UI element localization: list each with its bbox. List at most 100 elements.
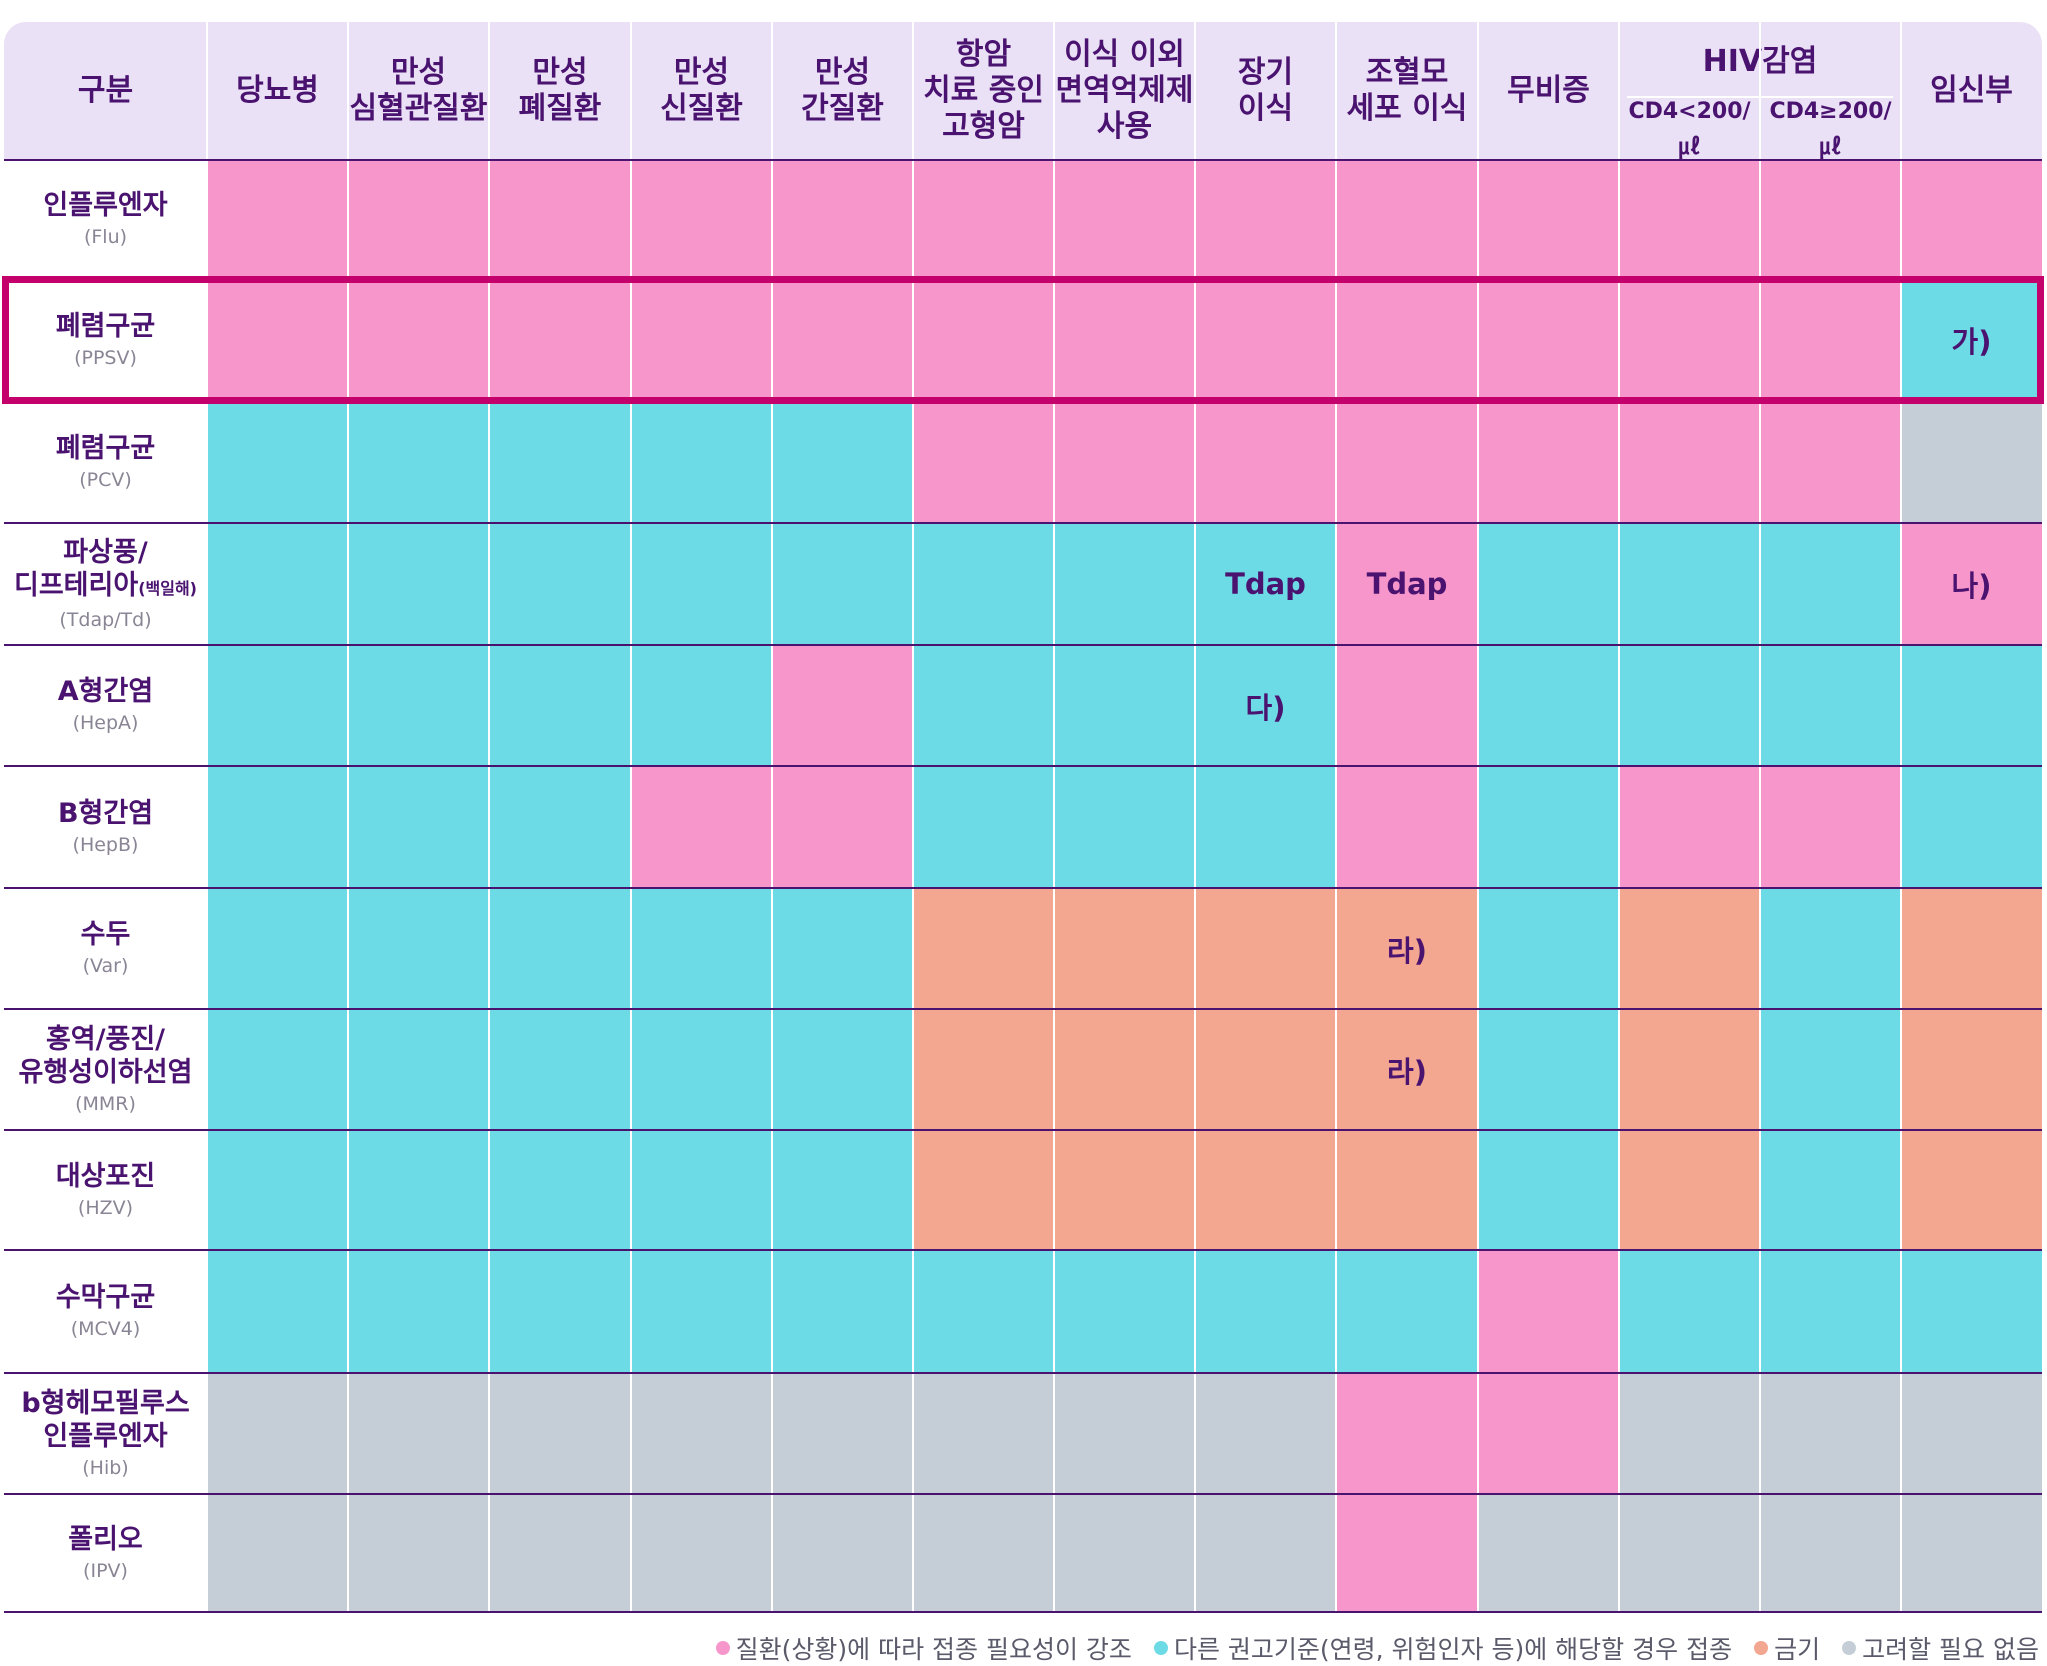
recommendation-cell [1619, 1494, 1760, 1612]
column-header: 만성 폐질환 [518, 55, 602, 126]
vaccine-abbreviation: (Tdap/Td) [59, 608, 152, 631]
recommendation-cell [207, 523, 348, 645]
row-label: A형간염 (HepA) [4, 645, 207, 766]
recommendation-cell [489, 160, 631, 279]
recommendation-cell [207, 1373, 348, 1494]
recommendation-cell [913, 401, 1054, 523]
recommendation-cell [348, 401, 489, 523]
legend-item: 질환(상황)에 따라 접종 필요성이 강조 [715, 1630, 1132, 1666]
recommendation-cell [1478, 279, 1619, 401]
column-header: 당뇨병 [236, 73, 319, 108]
legend-swatch [1842, 1641, 1857, 1655]
column-separator [630, 22, 632, 1612]
recommendation-cell [489, 1009, 631, 1130]
recommendation-cell [1478, 1250, 1619, 1373]
recommendation-cell [1901, 766, 2042, 888]
vaccine-name: B형간염 [57, 797, 154, 829]
recommendation-cell [1619, 1250, 1760, 1373]
recommendation-cell [348, 1373, 489, 1494]
recommendation-cell [348, 160, 489, 279]
row-separator [4, 887, 2042, 889]
row-label: 파상풍/ 디프테리아(백일해) (Tdap/Td) [4, 523, 207, 645]
vaccine-name: 수막구균 [55, 1282, 156, 1313]
recommendation-cell [1054, 766, 1195, 888]
recommendation-cell [1336, 1130, 1478, 1250]
recommendation-cell [1760, 645, 1901, 766]
column-separator [347, 22, 349, 1612]
recommendation-cell [207, 1009, 348, 1130]
vaccine-abbreviation: (Hib) [82, 1456, 129, 1479]
recommendation-cell [1760, 279, 1901, 401]
recommendation-cell: Tdap [1336, 523, 1478, 645]
recommendation-cell [1195, 1130, 1336, 1250]
recommendation-cell [913, 1130, 1054, 1250]
row-separator [4, 644, 2042, 646]
recommendation-cell [631, 160, 772, 279]
column-separator [1477, 22, 1479, 1612]
recommendation-cell [631, 1130, 772, 1250]
recommendation-cell [1760, 1250, 1901, 1373]
recommendation-cell [1195, 888, 1336, 1009]
recommendation-cell [489, 523, 631, 645]
legend-item: 다른 권고기준(연령, 위험인자 등)에 해당할 경우 접종 [1153, 1630, 1733, 1666]
recommendation-cell [489, 1130, 631, 1250]
recommendation-cell [631, 279, 772, 401]
recommendation-cell [1901, 645, 2042, 766]
recommendation-cell [1619, 888, 1760, 1009]
recommendation-cell [1336, 766, 1478, 888]
recommendation-cell [1195, 279, 1336, 401]
recommendation-cell [1054, 1250, 1195, 1373]
recommendation-cell [1901, 1494, 2042, 1612]
recommendation-cell [1619, 1373, 1760, 1494]
recommendation-cell: 다) [1195, 645, 1336, 766]
recommendation-cell [207, 645, 348, 766]
recommendation-cell [1760, 888, 1901, 1009]
recommendation-cell [1336, 645, 1478, 766]
legend-label: 다른 권고기준(연령, 위험인자 등)에 해당할 경우 접종 [1173, 1635, 1733, 1664]
row-separator [4, 522, 2042, 524]
header-corner: 구분 [77, 73, 134, 108]
row-separator [4, 765, 2042, 767]
recommendation-cell [913, 645, 1054, 766]
row-label: 수두 (Var) [4, 888, 207, 1009]
recommendation-cell [1054, 279, 1195, 401]
recommendation-cell [772, 1373, 913, 1494]
recommendation-cell [1760, 766, 1901, 888]
recommendation-cell [207, 766, 348, 888]
recommendation-cell [489, 888, 631, 1009]
recommendation-cell [1195, 766, 1336, 888]
column-subheader: CD4≥200/㎕ [1769, 99, 1892, 160]
column-header: 조혈모 세포 이식 [1346, 55, 1468, 126]
highlighted-row-frame [2, 276, 2044, 404]
recommendation-cell [772, 888, 913, 1009]
recommendation-cell [772, 766, 913, 888]
legend-label: 고려할 필요 없음 [1862, 1635, 2039, 1664]
row-separator [4, 1372, 2042, 1374]
recommendation-cell [207, 401, 348, 523]
column-separator [771, 22, 773, 1612]
row-separator [4, 1008, 2042, 1010]
recommendation-cell [1336, 1373, 1478, 1494]
recommendation-cell [348, 279, 489, 401]
recommendation-cell [1760, 160, 1901, 279]
recommendation-cell [1195, 1009, 1336, 1130]
recommendation-cell [631, 645, 772, 766]
row-label: 인플루엔자 (Flu) [4, 160, 207, 279]
cell-note: 라) [1387, 1054, 1427, 1089]
recommendation-cell [348, 523, 489, 645]
recommendation-cell [207, 160, 348, 279]
recommendation-cell [489, 645, 631, 766]
recommendation-cell [1054, 888, 1195, 1009]
row-label: 수막구균 (MCV4) [4, 1250, 207, 1373]
recommendation-cell [1195, 160, 1336, 279]
recommendation-cell [913, 279, 1054, 401]
recommendation-cell [631, 888, 772, 1009]
recommendation-cell [489, 1494, 631, 1612]
recommendation-cell [1760, 1130, 1901, 1250]
recommendation-cell [913, 766, 1054, 888]
vaccine-name: 파상풍/ 디프테리아(백일해) [14, 536, 197, 601]
recommendation-cell [913, 1373, 1054, 1494]
recommendation-cell [1054, 1373, 1195, 1494]
recommendation-cell [1054, 160, 1195, 279]
recommendation-cell [913, 888, 1054, 1009]
